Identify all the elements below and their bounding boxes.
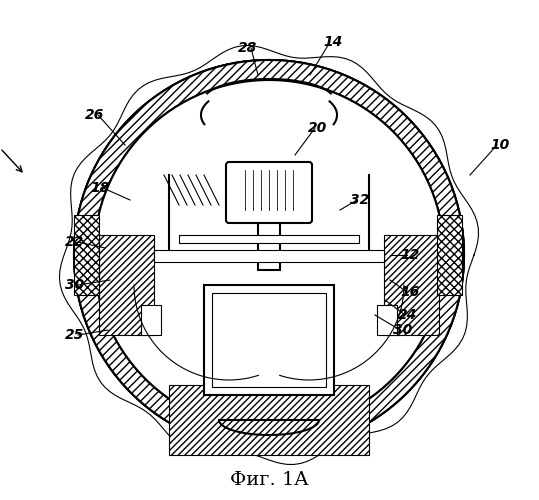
Text: 28: 28	[238, 41, 258, 55]
Bar	[179, 235, 359, 243]
Text: 20: 20	[308, 121, 328, 135]
Bar	[141, 305, 161, 335]
Text: 22: 22	[65, 235, 85, 249]
Wedge shape	[74, 60, 464, 450]
Text: Фиг. 1A: Фиг. 1A	[230, 471, 308, 489]
Text: 12: 12	[400, 248, 420, 262]
Bar	[99, 235, 154, 335]
Bar	[169, 385, 369, 455]
Text: 26: 26	[85, 108, 105, 122]
Text: 16: 16	[400, 285, 420, 299]
Bar	[154, 250, 384, 262]
Text: 24: 24	[398, 308, 418, 322]
Text: 30: 30	[65, 278, 85, 292]
Bar	[384, 235, 439, 335]
Text: 14: 14	[323, 35, 343, 49]
FancyBboxPatch shape	[226, 162, 312, 223]
Circle shape	[74, 60, 464, 450]
Bar	[377, 305, 397, 335]
Bar	[74, 215, 99, 295]
Bar	[437, 215, 462, 295]
Text: 25: 25	[65, 328, 85, 342]
Text: 30: 30	[393, 323, 413, 337]
Text: 18: 18	[91, 181, 109, 195]
Bar	[204, 285, 334, 395]
Bar	[258, 175, 280, 270]
Circle shape	[94, 80, 444, 430]
Text: 10: 10	[490, 138, 510, 152]
Text: 32: 32	[350, 193, 370, 207]
Bar	[212, 293, 326, 387]
